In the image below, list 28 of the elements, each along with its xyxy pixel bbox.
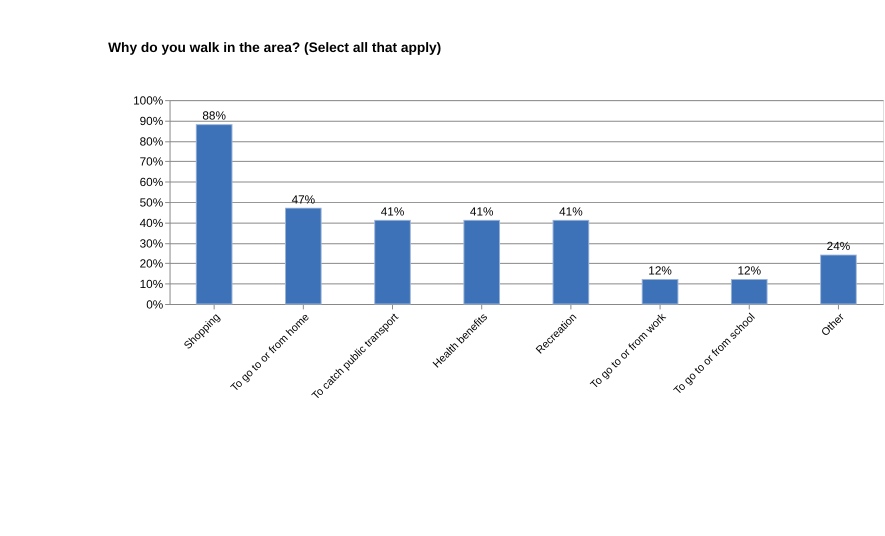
y-tick-label: 100% <box>133 94 164 108</box>
bar <box>285 208 322 304</box>
bar <box>196 124 232 304</box>
data-label: 12% <box>648 264 672 278</box>
y-tick-label: 80% <box>140 135 164 148</box>
data-label: 47% <box>292 193 316 206</box>
y-tick-label: 40% <box>140 216 164 230</box>
y-tick-label: 30% <box>140 237 164 250</box>
y-tick-label: 10% <box>140 278 164 292</box>
data-label: 12% <box>737 264 762 278</box>
bar <box>552 220 590 304</box>
y-tick-label: 20% <box>140 258 164 271</box>
bar <box>730 279 768 304</box>
y-tick-label: 90% <box>140 114 164 128</box>
y-tick-label: 0% <box>146 298 164 312</box>
y-tick-label: 50% <box>140 196 164 210</box>
bar <box>642 279 678 304</box>
data-label: 88% <box>202 110 226 123</box>
bar <box>820 254 857 304</box>
data-label: 41% <box>559 206 584 219</box>
data-label: 41% <box>380 206 405 219</box>
data-label: 41% <box>470 206 494 219</box>
bar <box>463 220 500 304</box>
chart-title: Why do you walk in the area? (Select all that apply) <box>108 40 442 56</box>
y-tick-label: 70% <box>140 156 164 169</box>
bar <box>374 220 411 304</box>
y-tick-label: 60% <box>140 176 164 190</box>
data-label: 24% <box>826 240 851 254</box>
